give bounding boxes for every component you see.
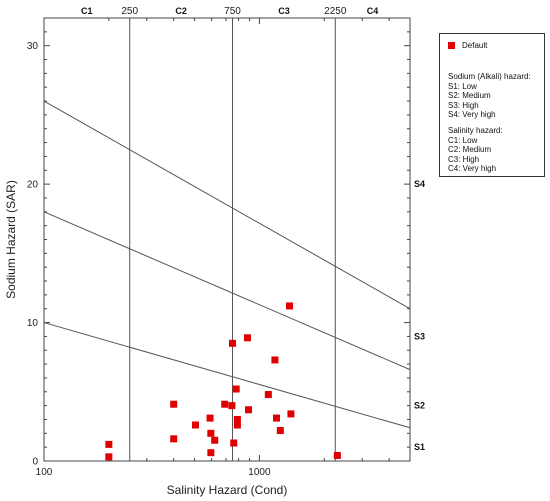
sodium-boundary-line xyxy=(43,322,411,429)
data-point xyxy=(264,391,272,399)
legend-series-default: Default xyxy=(448,41,487,51)
y-tick-label: 0 xyxy=(32,457,38,468)
data-point xyxy=(276,427,284,435)
y-tick-label: 10 xyxy=(27,318,39,329)
legend-sodium-item: S1: Low xyxy=(448,81,477,91)
legend-salinity-title: Salinity hazard: xyxy=(448,126,503,135)
data-point xyxy=(232,385,240,393)
legend: Default Sodium (Alkali) hazard: S1: Low … xyxy=(439,33,545,177)
salinity-class-label: C4 xyxy=(367,6,379,16)
data-point xyxy=(228,402,236,410)
legend-salinity-item: C3: High xyxy=(448,154,480,164)
y-tick-label: 30 xyxy=(27,41,39,52)
x-axis-title: Salinity Hazard (Cond) xyxy=(167,483,288,497)
data-point xyxy=(245,406,253,414)
data-point xyxy=(286,302,294,310)
salinity-class-label: C2 xyxy=(175,6,187,16)
data-point xyxy=(243,334,251,342)
y-tick-label: 20 xyxy=(27,180,39,191)
data-point xyxy=(230,439,238,447)
data-point xyxy=(221,400,229,408)
data-point xyxy=(272,414,280,422)
data-point xyxy=(192,421,200,429)
salinity-boundary-label: 2250 xyxy=(324,6,347,17)
legend-salinity-item: C4: Very high xyxy=(448,164,497,173)
data-point xyxy=(206,414,214,422)
sodium-boundary-line xyxy=(43,211,411,371)
x-tick-label: 100 xyxy=(36,467,53,478)
legend-sodium-title: Sodium (Alkali) hazard: xyxy=(448,72,531,81)
data-point xyxy=(105,453,113,461)
sodium-class-label: S4 xyxy=(414,179,425,189)
data-point xyxy=(229,339,237,347)
data-point xyxy=(211,436,219,444)
data-point xyxy=(233,421,241,429)
legend-sodium-item: S2: Medium xyxy=(448,91,491,100)
salinity-boundary-label: 250 xyxy=(121,6,138,17)
x-tick-label: 1000 xyxy=(248,467,271,478)
y-axis-title: Sodium Hazard (SAR) xyxy=(4,180,18,299)
legend-sodium-item: S4: Very high xyxy=(448,110,496,119)
salinity-class-label: C1 xyxy=(81,6,93,16)
data-point xyxy=(287,410,295,418)
legend-sodium-item: S3: High xyxy=(448,100,479,110)
sodium-class-label: S1 xyxy=(414,442,425,452)
data-point xyxy=(207,449,215,457)
data-point xyxy=(170,435,178,443)
data-point xyxy=(170,400,178,408)
data-point xyxy=(105,440,113,448)
legend-marker-icon xyxy=(448,42,455,50)
plot-frame xyxy=(43,17,411,462)
data-point xyxy=(233,415,241,423)
salinity-boundary-label: 750 xyxy=(224,6,241,17)
data-point xyxy=(207,429,215,437)
data-point xyxy=(333,451,341,459)
data-point xyxy=(271,356,279,364)
legend-salinity-item: C1: Low xyxy=(448,135,478,145)
sodium-class-label: S2 xyxy=(414,401,425,411)
legend-salinity-block: Salinity hazard: C1: Low C2: Medium C3: … xyxy=(448,126,503,174)
legend-sodium-block: Sodium (Alkali) hazard: S1: Low S2: Medi… xyxy=(448,72,531,120)
legend-salinity-item: C2: Medium xyxy=(448,145,492,154)
sodium-boundary-line xyxy=(43,100,411,310)
legend-series-label: Default xyxy=(462,41,488,50)
salinity-class-label: C3 xyxy=(278,6,290,16)
sodium-class-label: S3 xyxy=(414,331,425,341)
